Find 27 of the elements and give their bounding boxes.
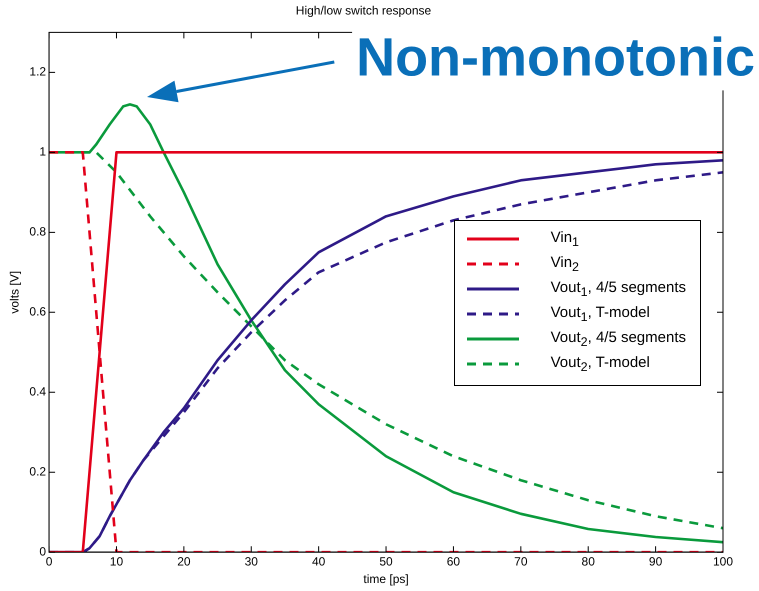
x-tick-label: 60	[446, 554, 460, 569]
x-tick-label: 90	[648, 554, 663, 569]
legend-label: Vout$_{1}$, 4/5 segments	[550, 279, 686, 300]
y-tick-label: 0.8	[29, 224, 46, 239]
legend-label: Vout$_{2}$, 4/5 segments	[550, 329, 686, 350]
y-tick-label: 0.6	[29, 304, 46, 319]
x-tick-label: 80	[582, 554, 596, 569]
x-axis-title: time [ps]	[363, 572, 409, 586]
legend-label: Vin$_{2}$	[550, 254, 579, 274]
annotation: Non-monotonic	[356, 27, 755, 88]
x-tick-label: 20	[177, 554, 191, 569]
y-tick-label: 0	[39, 544, 46, 559]
x-tick-label: 70	[514, 554, 528, 569]
legend-label: Vout$_{1}$, T-model	[550, 304, 650, 324]
y-axis-title: volts [V]	[8, 270, 22, 314]
y-tick-label: 0.2	[29, 464, 46, 479]
legend-label: Vin$_{1}$	[550, 229, 579, 250]
x-tick-label: 40	[312, 554, 326, 569]
x-tick-label: 10	[110, 554, 124, 569]
y-tick-label: 1.2	[29, 64, 46, 79]
x-tick-label: 100	[712, 554, 734, 569]
chart-title: High/low switch response	[296, 4, 432, 18]
y-tick-label: 1	[39, 144, 46, 159]
x-tick-label: 30	[244, 554, 258, 569]
legend-label: Vout$_{2}$, T-model	[550, 354, 650, 374]
x-tick-label: 50	[379, 554, 394, 569]
y-tick-label: 0.4	[29, 384, 46, 399]
